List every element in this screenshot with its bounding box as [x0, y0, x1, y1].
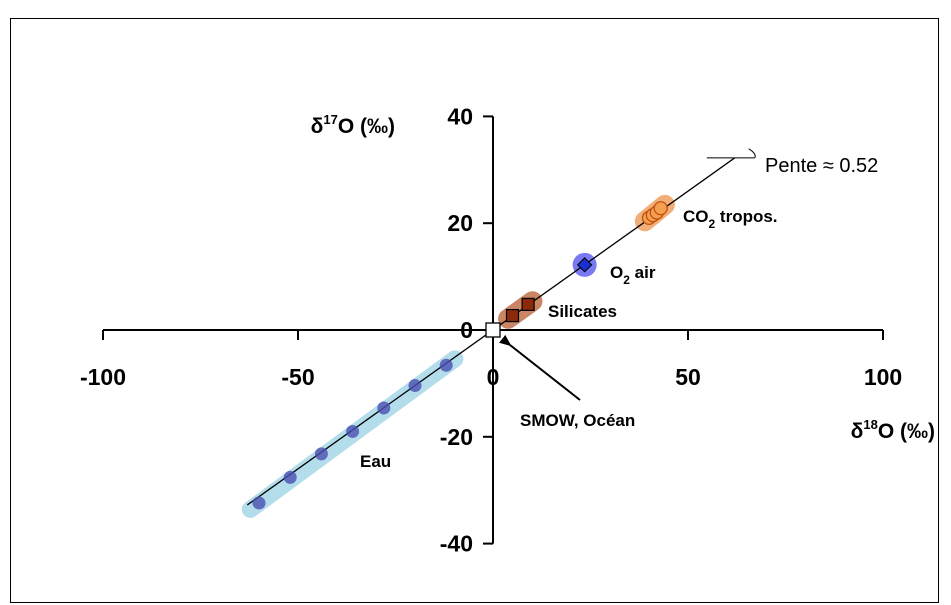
x-axis-label: δ18O (‰)	[851, 417, 935, 443]
label-o2-air-rest: air	[630, 263, 656, 282]
x-tick-label: -100	[80, 364, 126, 390]
chart-frame	[10, 18, 939, 603]
axes: -100 -50 0 50 100 40 20 0 -20 -40	[80, 103, 902, 556]
y-tick-label: 20	[447, 210, 473, 236]
data-bands	[241, 194, 675, 518]
label-co2-tropos-base: CO	[683, 207, 709, 226]
y-axis-label-base: δ	[311, 115, 324, 138]
y-tick-label: -20	[440, 424, 473, 450]
x-axis-label-sup: 18	[863, 417, 877, 432]
label-co2-tropos: CO2 tropos.	[683, 207, 778, 231]
label-o2-air: O2 air	[610, 263, 656, 287]
y-axis-label: δ17O (‰)	[311, 112, 395, 138]
y-tick-label: 40	[447, 103, 473, 129]
point-eau	[283, 470, 297, 484]
point-eau	[252, 496, 266, 510]
smow-arrow	[499, 334, 581, 401]
point-eau	[439, 358, 453, 372]
point-eau	[346, 424, 360, 438]
labels: δ17O (‰)δ18O (‰)Pente ≈ 0.52EauSilicates…	[311, 112, 935, 471]
point-o2-air	[576, 257, 593, 273]
point-eau	[314, 447, 328, 461]
slope-label: Pente ≈ 0.52	[765, 155, 878, 177]
label-o2-air-base: O	[610, 263, 623, 282]
point-eau	[408, 379, 422, 393]
x-tick-label: 50	[675, 364, 701, 390]
y-tick-label: 0	[460, 317, 473, 343]
x-tick-label: 0	[487, 364, 500, 390]
point-silicates	[521, 297, 535, 311]
label-o2-air-sub: 2	[623, 273, 630, 287]
data-points	[252, 201, 668, 510]
label-smow-ocean: SMOW, Océan	[520, 411, 635, 430]
label-silicates: Silicates	[548, 302, 617, 321]
y-axis-label-rest: O (‰)	[338, 115, 395, 138]
label-co2-tropos-rest: tropos.	[715, 207, 777, 226]
slope-angle-arc	[748, 148, 756, 159]
x-tick-label: 100	[864, 364, 902, 390]
point-silicates	[505, 308, 520, 323]
point-co2-tropos-	[653, 201, 668, 216]
label-co2-tropos-sub: 2	[709, 217, 716, 231]
x-tick-label: -50	[281, 364, 314, 390]
x-axis-label-base: δ	[851, 420, 864, 443]
y-tick-label: -40	[440, 531, 473, 557]
point-smow-oc-an	[485, 322, 501, 338]
label-eau: Eau	[360, 452, 391, 471]
point-eau	[377, 401, 391, 415]
y-axis-label-sup: 17	[323, 112, 337, 127]
x-axis-label-rest: O (‰)	[878, 420, 935, 443]
